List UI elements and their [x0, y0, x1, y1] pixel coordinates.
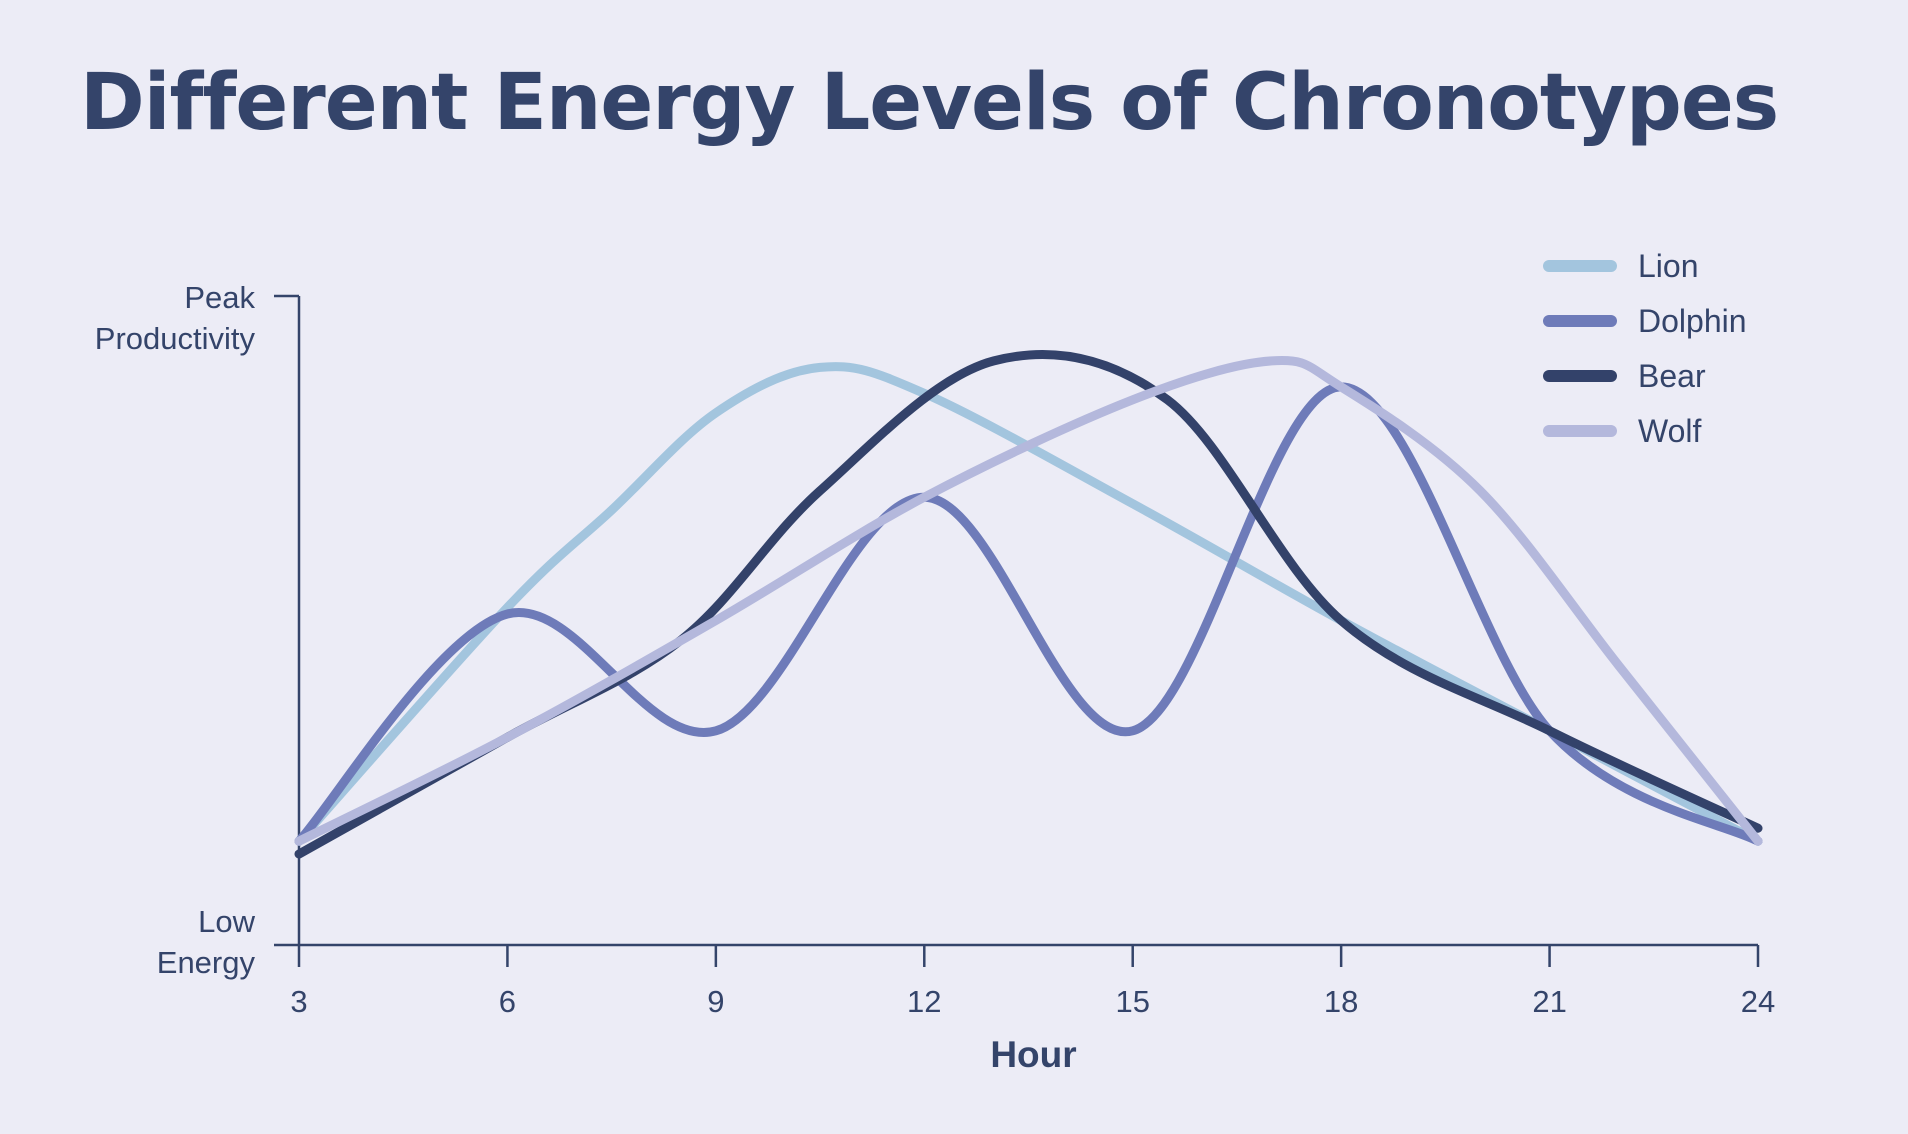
x-tick-label: 12 — [907, 984, 941, 1019]
x-tick-label: 6 — [499, 984, 516, 1019]
legend-label-wolf: Wolf — [1638, 413, 1702, 449]
axes: Peak Productivity Low Energy 3 6 9 12 15 18 21 24 Ho… — [95, 280, 1775, 1075]
x-tick-label: 3 — [290, 984, 307, 1019]
legend-label-lion: Lion — [1638, 248, 1699, 284]
y-tick-label: Productivity — [95, 321, 256, 356]
legend-label-bear: Bear — [1638, 358, 1706, 394]
series-line-bear — [294, 349, 1763, 859]
x-axis-title: Hour — [990, 1034, 1076, 1075]
y-tick-label: Peak — [184, 280, 255, 315]
x-tick-label: 9 — [707, 984, 724, 1019]
x-tick-label: 15 — [1115, 984, 1149, 1019]
y-tick-label: Energy — [157, 945, 256, 980]
series-lines — [294, 349, 1763, 859]
series-line-wolf — [294, 356, 1763, 846]
x-tick-label: 21 — [1532, 984, 1566, 1019]
legend: Lion Dolphin Bear Wolf — [1543, 248, 1747, 449]
legend-label-dolphin: Dolphin — [1638, 303, 1747, 339]
chart-title: Different Energy Levels of Chronotypes — [80, 58, 1779, 148]
y-tick-label: Low — [198, 904, 255, 939]
x-tick-label: 24 — [1741, 984, 1775, 1019]
x-tick-label: 18 — [1324, 984, 1358, 1019]
series-line-dolphin — [294, 382, 1763, 846]
series-line-lion — [294, 362, 1763, 846]
